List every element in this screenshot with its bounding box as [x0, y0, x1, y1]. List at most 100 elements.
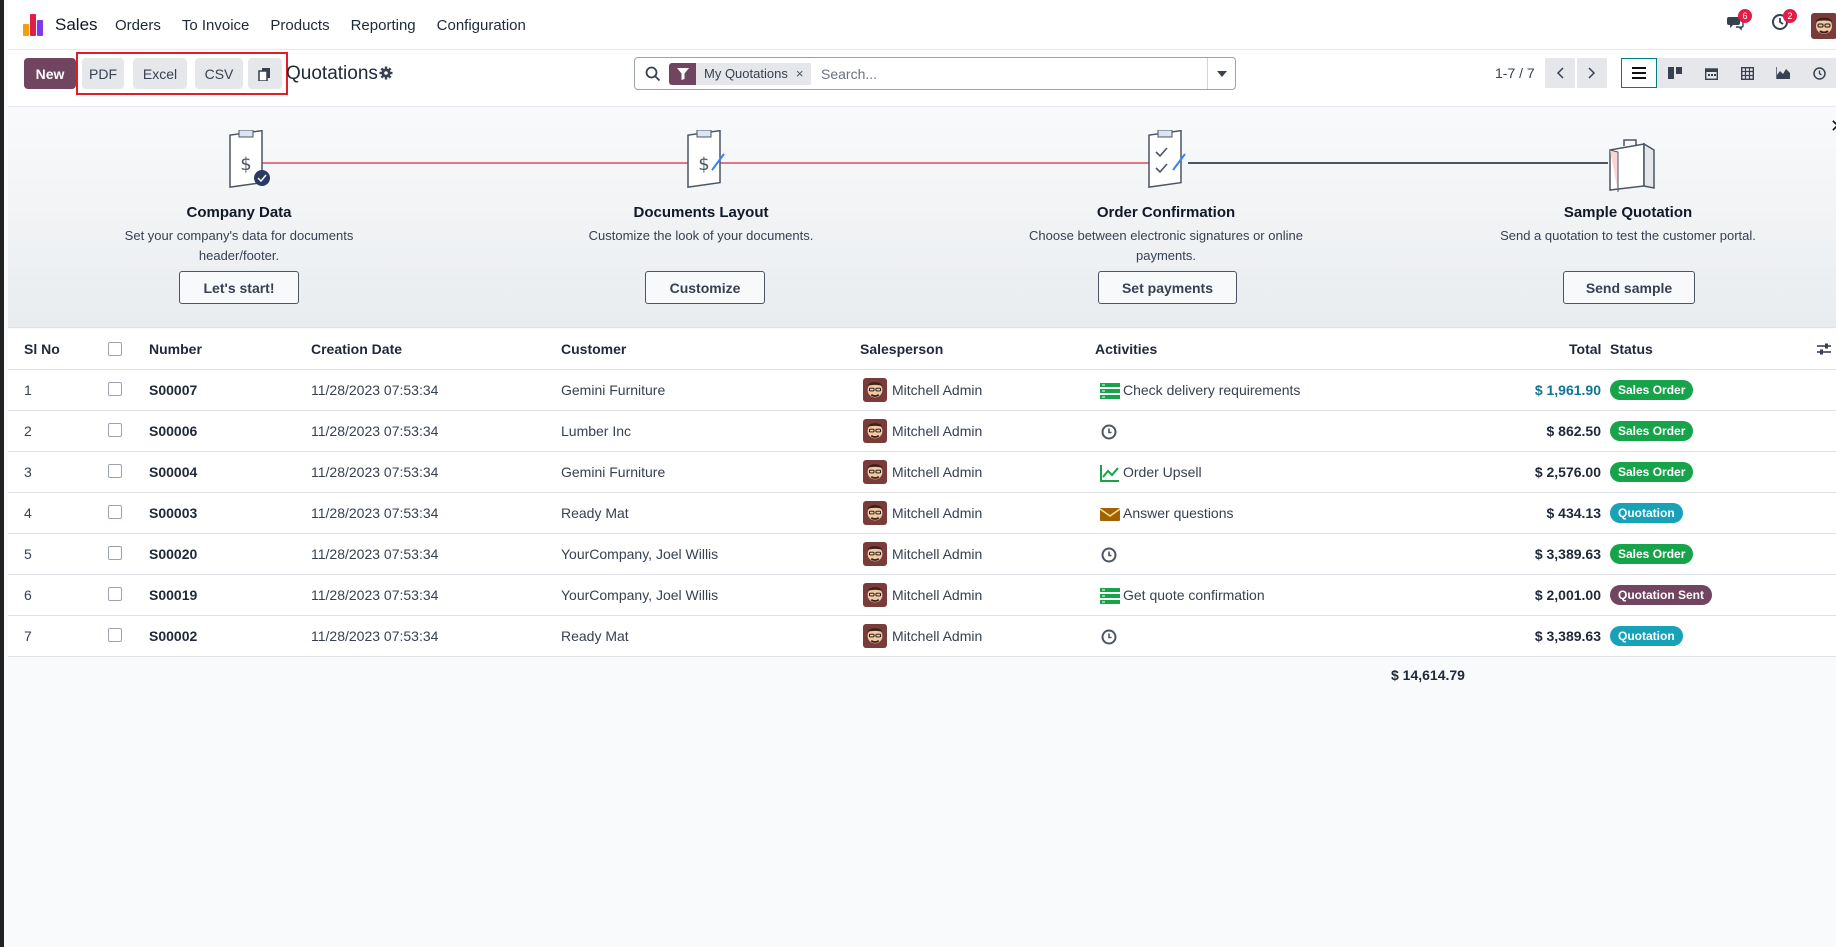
cell-customer: Gemini Furniture — [561, 382, 666, 398]
cell-salesperson: Mitchell Admin — [892, 587, 983, 603]
menu-configuration[interactable]: Configuration — [436, 17, 526, 34]
cell-customer: Gemini Furniture — [561, 464, 666, 480]
csv-export-button[interactable]: CSV — [195, 58, 243, 89]
graph-view-button[interactable] — [1765, 58, 1801, 88]
calendar-view-button[interactable] — [1693, 58, 1729, 88]
cell-creation-date: 11/28/2023 07:53:34 — [311, 546, 439, 562]
select-all-checkbox[interactable] — [108, 342, 122, 356]
lets-start-button[interactable]: Let's start! — [179, 271, 299, 304]
step-title: Order Confirmation — [1096, 204, 1236, 221]
header-customer[interactable]: Customer — [561, 341, 627, 357]
clock-icon[interactable] — [1100, 546, 1120, 564]
table-row[interactable]: 1 S00007 11/28/2023 07:53:34 Gemini Furnitu… — [8, 370, 1836, 411]
menu-to-invoice[interactable]: To Invoice — [181, 17, 250, 34]
excel-export-button[interactable]: Excel — [133, 58, 187, 89]
cell-customer: YourCompany, Joel Willis — [561, 587, 719, 603]
activities-count-badge: 2 — [1783, 9, 1797, 23]
row-checkbox[interactable] — [108, 464, 122, 478]
pdf-export-button[interactable]: PDF — [82, 58, 124, 89]
header-activities[interactable]: Activities — [1095, 341, 1158, 357]
cell-total: $ 862.50 — [1546, 423, 1602, 439]
avatar[interactable] — [863, 460, 887, 484]
search-icon[interactable] — [645, 66, 661, 82]
avatar[interactable] — [863, 419, 887, 443]
control-panel: New PDF Excel CSV Quotations My Quotatio… — [8, 50, 1836, 107]
activity-view-button[interactable] — [1801, 58, 1836, 88]
menu-orders[interactable]: Orders — [115, 17, 161, 34]
header-creation-date[interactable]: Creation Date — [311, 341, 403, 357]
quotations-table: Sl No Number Creation Date Customer Sale… — [8, 329, 1836, 657]
search-options-toggle[interactable] — [1207, 58, 1235, 89]
customize-button[interactable]: Customize — [645, 271, 765, 304]
table-row[interactable]: 6 S00019 11/28/2023 07:53:34 YourCompany, J… — [8, 575, 1836, 616]
close-icon[interactable]: ✕ — [1830, 116, 1836, 137]
activities-clock-icon[interactable]: 2 — [1771, 9, 1797, 35]
messages-icon[interactable]: 6 — [1726, 9, 1752, 35]
table-row[interactable]: 5 S00020 11/28/2023 07:53:34 YourCompany, J… — [8, 534, 1836, 575]
row-checkbox[interactable] — [108, 546, 122, 560]
remove-facet-icon[interactable]: × — [795, 66, 804, 81]
pivot-view-button[interactable] — [1729, 58, 1765, 88]
todo-list-icon[interactable] — [1100, 587, 1120, 605]
caret-down-icon — [1216, 70, 1227, 77]
avatar[interactable] — [863, 624, 887, 648]
table-row[interactable]: 3 S00004 11/28/2023 07:53:34 Gemini Furnitu… — [8, 452, 1836, 493]
cell-total: $ 434.13 — [1546, 505, 1602, 521]
step-description: Send a quotation to test the customer po… — [1500, 228, 1756, 243]
cell-creation-date: 11/28/2023 07:53:34 — [311, 505, 439, 521]
user-avatar[interactable] — [1811, 13, 1836, 39]
send-sample-button[interactable]: Send sample — [1563, 271, 1695, 304]
avatar[interactable] — [863, 542, 887, 566]
row-checkbox[interactable] — [108, 505, 122, 519]
header-status[interactable]: Status — [1610, 341, 1653, 357]
envelope-icon[interactable] — [1099, 505, 1121, 523]
clock-icon[interactable] — [1100, 628, 1120, 646]
pager-next-button[interactable] — [1577, 58, 1607, 88]
cell-total: $ 2,576.00 — [1534, 464, 1601, 480]
gear-icon[interactable] — [379, 66, 393, 80]
row-checkbox[interactable] — [108, 382, 122, 396]
menu-products[interactable]: Products — [270, 17, 330, 34]
filter-icon — [669, 63, 696, 85]
table-row[interactable]: 4 S00003 11/28/2023 07:53:34 Ready Mat Mitch… — [8, 493, 1836, 534]
row-checkbox[interactable] — [108, 587, 122, 601]
avatar[interactable] — [863, 378, 887, 402]
column-settings-icon[interactable] — [1816, 342, 1832, 356]
search-input[interactable] — [821, 64, 1181, 84]
cell-number: S00020 — [149, 546, 198, 562]
kanban-view-button[interactable] — [1657, 58, 1693, 88]
row-checkbox[interactable] — [108, 628, 122, 642]
avatar[interactable] — [863, 583, 887, 607]
cell-salesperson: Mitchell Admin — [892, 546, 983, 562]
pager-previous-button[interactable] — [1545, 58, 1575, 88]
cell-sl-no: 3 — [24, 464, 32, 480]
menu-reporting[interactable]: Reporting — [350, 17, 416, 34]
set-payments-button[interactable]: Set payments — [1098, 271, 1237, 304]
avatar[interactable] — [863, 501, 887, 525]
header-salesperson[interactable]: Salesperson — [860, 341, 944, 357]
copy-clipboard-button[interactable] — [248, 58, 282, 89]
chevron-left-icon — [1556, 67, 1564, 79]
cell-total: $ 3,389.63 — [1534, 546, 1601, 562]
row-checkbox[interactable] — [108, 423, 122, 437]
header-sl-no[interactable]: Sl No — [24, 341, 60, 357]
app-name[interactable]: Sales — [55, 15, 98, 34]
kanban-icon — [1668, 67, 1682, 79]
new-button[interactable]: New — [24, 58, 76, 89]
cell-total: $ 3,389.63 — [1534, 628, 1601, 644]
chart-line-icon[interactable] — [1100, 464, 1120, 482]
facet-label: My Quotations — [704, 66, 788, 81]
todo-list-icon[interactable] — [1100, 382, 1120, 400]
cell-number: S00004 — [149, 464, 198, 480]
cell-salesperson: Mitchell Admin — [892, 464, 983, 480]
table-row[interactable]: 7 S00002 11/28/2023 07:53:34 Ready Mat Mitch… — [8, 616, 1836, 657]
header-total[interactable]: Total — [1569, 341, 1602, 357]
pager-value[interactable]: 1-7 / 7 — [1495, 65, 1535, 81]
header-number[interactable]: Number — [149, 341, 202, 357]
table-row[interactable]: 2 S00006 11/28/2023 07:53:34 Lumber Inc Mitc… — [8, 411, 1836, 452]
cell-number: S00019 — [149, 587, 198, 603]
sales-app-icon[interactable] — [23, 14, 45, 36]
list-view-button[interactable] — [1621, 58, 1657, 88]
clock-icon[interactable] — [1100, 423, 1120, 441]
